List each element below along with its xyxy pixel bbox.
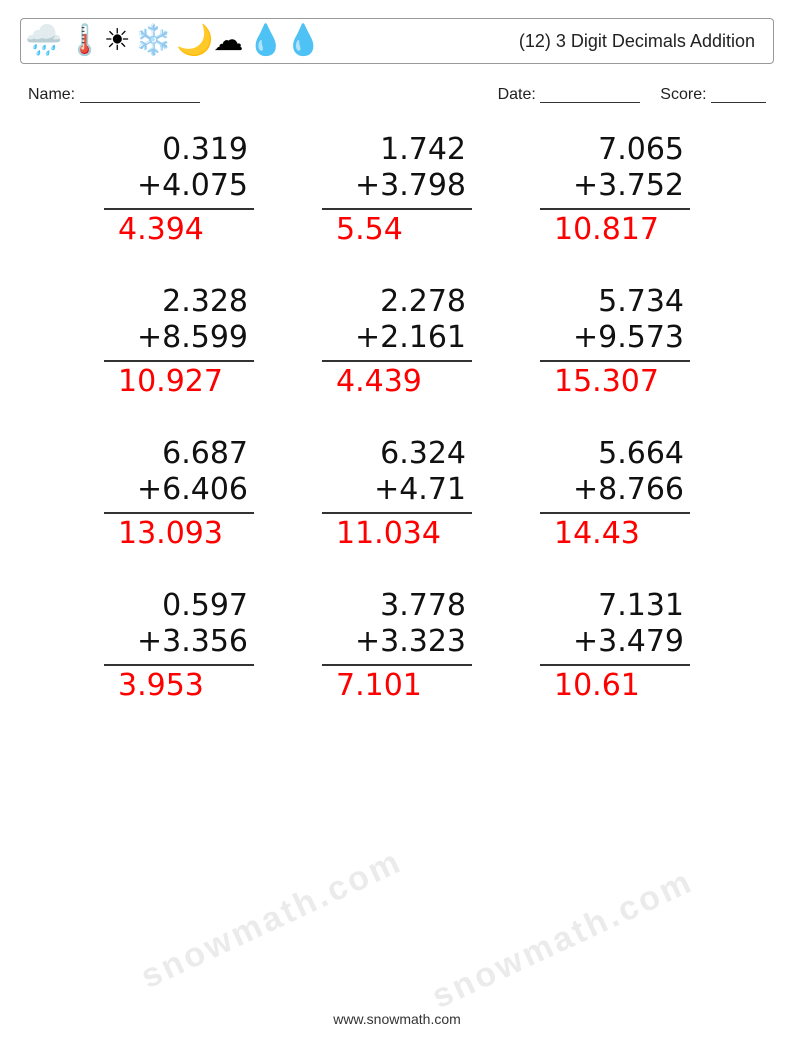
name-label: Name: bbox=[28, 86, 75, 103]
rule-line bbox=[540, 512, 690, 514]
operand-b-row: +3.479 bbox=[540, 624, 690, 660]
rule-line bbox=[104, 360, 254, 362]
operand-b-row: +6.406 bbox=[104, 472, 254, 508]
operand-a: 0.319 bbox=[104, 132, 254, 168]
answer: 5.54 bbox=[322, 212, 472, 248]
rule-line bbox=[322, 664, 472, 666]
answer: 10.817 bbox=[540, 212, 690, 248]
operand-b-row: +4.71 bbox=[322, 472, 472, 508]
answer: 10.927 bbox=[104, 364, 254, 400]
operand-a: 6.687 bbox=[104, 436, 254, 472]
operand-a: 0.597 bbox=[104, 588, 254, 624]
name-field: Name: bbox=[28, 86, 498, 104]
problem-4: 2.328+8.599 10.927 bbox=[104, 284, 254, 400]
problem-1: 0.319+4.075 4.394 bbox=[104, 132, 254, 248]
operand-b-row: +4.075 bbox=[104, 168, 254, 204]
rule-line bbox=[322, 512, 472, 514]
operand-a: 2.278 bbox=[322, 284, 472, 320]
answer: 4.439 bbox=[322, 364, 472, 400]
date-label: Date: bbox=[498, 86, 536, 103]
name-blank bbox=[80, 101, 200, 103]
problem-5: 2.278+2.161 4.439 bbox=[322, 284, 472, 400]
problem-10: 0.597+3.356 3.953 bbox=[104, 588, 254, 704]
problem-2: 1.742+3.798 5.54 bbox=[322, 132, 472, 248]
watermark: snowmath.com bbox=[135, 842, 408, 997]
problem-3: 7.065+3.752 10.817 bbox=[540, 132, 690, 248]
answer: 7.101 bbox=[322, 668, 472, 704]
watermark: snowmath.com bbox=[426, 862, 699, 1017]
rain-cloud-icon: 🌧️ bbox=[25, 26, 62, 56]
thermometer-sun-icon: 🌡️☀ bbox=[66, 26, 130, 56]
operand-b-row: +8.766 bbox=[540, 472, 690, 508]
rule-line bbox=[104, 664, 254, 666]
answer: 11.034 bbox=[322, 516, 472, 552]
operand-a: 7.065 bbox=[540, 132, 690, 168]
answer: 13.093 bbox=[104, 516, 254, 552]
operand-a: 7.131 bbox=[540, 588, 690, 624]
score-label: Score: bbox=[660, 86, 706, 103]
page-title: (12) 3 Digit Decimals Addition bbox=[519, 31, 755, 52]
operand-a: 5.734 bbox=[540, 284, 690, 320]
rule-line bbox=[540, 360, 690, 362]
operand-b-row: +3.356 bbox=[104, 624, 254, 660]
score-field: Score: bbox=[660, 86, 766, 104]
answer: 3.953 bbox=[104, 668, 254, 704]
date-field: Date: bbox=[498, 86, 641, 104]
header-icons: 🌧️ 🌡️☀ ❄️ 🌙☁ 💧💧 bbox=[25, 26, 322, 56]
answer: 14.43 bbox=[540, 516, 690, 552]
rule-line bbox=[104, 512, 254, 514]
problems-grid: 0.319+4.075 4.394 1.742+3.798 5.54 7.065+3.7… bbox=[20, 132, 774, 704]
problem-9: 5.664+8.766 14.43 bbox=[540, 436, 690, 552]
rule-line bbox=[540, 664, 690, 666]
operand-b-row: +8.599 bbox=[104, 320, 254, 356]
operand-b-row: +2.161 bbox=[322, 320, 472, 356]
problem-11: 3.778+3.323 7.101 bbox=[322, 588, 472, 704]
operand-b-row: +3.752 bbox=[540, 168, 690, 204]
operand-b-row: +9.573 bbox=[540, 320, 690, 356]
date-blank bbox=[540, 101, 640, 103]
header-box: 🌧️ 🌡️☀ ❄️ 🌙☁ 💧💧 (12) 3 Digit Decimals Ad… bbox=[20, 18, 774, 64]
problem-12: 7.131+3.479 10.61 bbox=[540, 588, 690, 704]
answer: 15.307 bbox=[540, 364, 690, 400]
footer-url: www.snowmath.com bbox=[0, 1011, 794, 1027]
operand-a: 3.778 bbox=[322, 588, 472, 624]
operand-b-row: +3.798 bbox=[322, 168, 472, 204]
problem-7: 6.687+6.406 13.093 bbox=[104, 436, 254, 552]
rule-line bbox=[322, 360, 472, 362]
operand-a: 2.328 bbox=[104, 284, 254, 320]
score-blank bbox=[711, 101, 766, 103]
operand-b-row: +3.323 bbox=[322, 624, 472, 660]
rule-line bbox=[104, 208, 254, 210]
problem-8: 6.324+4.71 11.034 bbox=[322, 436, 472, 552]
operand-a: 6.324 bbox=[322, 436, 472, 472]
snowflake-icon: ❄️ bbox=[135, 26, 172, 56]
operand-a: 1.742 bbox=[322, 132, 472, 168]
problem-6: 5.734+9.573 15.307 bbox=[540, 284, 690, 400]
rule-line bbox=[540, 208, 690, 210]
info-row: Name: Date: Score: bbox=[28, 86, 766, 104]
answer: 10.61 bbox=[540, 668, 690, 704]
rule-line bbox=[322, 208, 472, 210]
answer: 4.394 bbox=[104, 212, 254, 248]
operand-a: 5.664 bbox=[540, 436, 690, 472]
moon-cloud-icon: 🌙☁ bbox=[176, 26, 243, 56]
raindrops-icon: 💧💧 bbox=[247, 26, 322, 56]
